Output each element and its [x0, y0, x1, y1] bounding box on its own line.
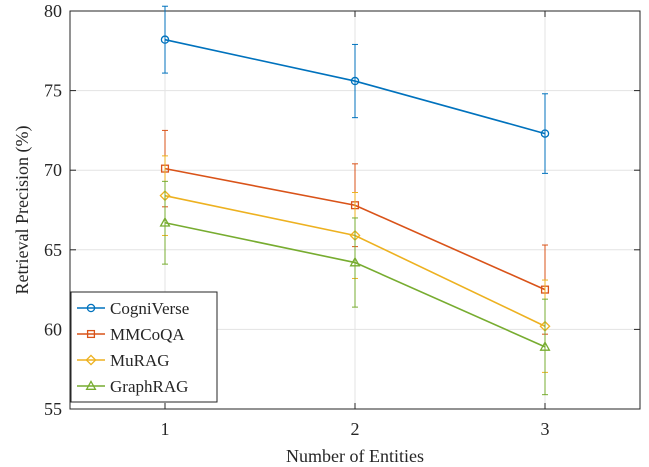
- legend-entry: GraphRAG: [110, 377, 188, 396]
- y-tick-label: 70: [44, 160, 62, 180]
- legend-swatch-marker: [85, 354, 97, 366]
- legend-swatch-marker: [86, 303, 96, 313]
- series-graphrag: [159, 180, 551, 396]
- series-group: [159, 5, 551, 396]
- legend: CogniVerse MMCoQA MuRAG GraphRAG: [70, 291, 218, 403]
- legend-swatch-marker: [85, 380, 97, 390]
- y-tick-label: 80: [44, 1, 62, 21]
- data-point: [160, 35, 170, 44]
- legend-box: [70, 291, 218, 403]
- x-tick-label: 3: [541, 419, 550, 439]
- series-cogniverse: [160, 5, 550, 174]
- legend-swatch-marker: [86, 329, 96, 339]
- y-tick-label: 55: [44, 399, 62, 419]
- y-tick-label: 75: [44, 81, 62, 101]
- x-axis-label: Number of Entities: [286, 446, 424, 466]
- axis-ticks: 55 60 65 70 75 80 1 2 3: [44, 1, 640, 439]
- data-point: [159, 216, 171, 227]
- x-tick-label: 2: [351, 419, 360, 439]
- legend-entry: MuRAG: [110, 351, 170, 370]
- y-tick-label: 60: [44, 319, 62, 339]
- legend-entry: MMCoQA: [110, 325, 185, 344]
- data-point: [539, 340, 551, 351]
- data-point: [349, 256, 361, 267]
- data-point: [540, 129, 550, 138]
- y-axis-label: Retrieval Precision (%): [12, 126, 33, 295]
- x-tick-label: 1: [161, 419, 170, 439]
- data-point: [350, 76, 360, 86]
- y-tick-label: 65: [44, 240, 62, 260]
- legend-entry: CogniVerse: [110, 299, 189, 318]
